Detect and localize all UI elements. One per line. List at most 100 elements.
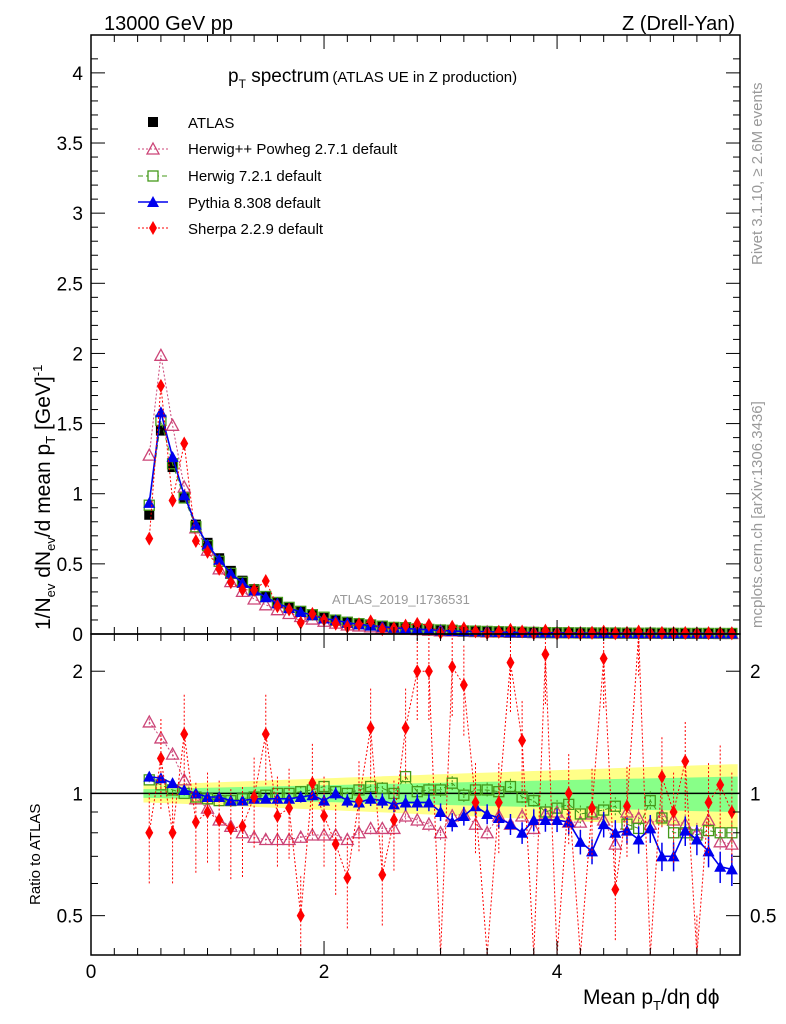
herwigpp-ratio-point [410, 812, 425, 826]
pythia-ratio-point [527, 814, 540, 826]
pythia-ratio-point [422, 796, 435, 808]
atlas-point [144, 509, 155, 520]
legend-marker-pythia [147, 196, 159, 207]
header-beam: 13000 GeV pp [104, 13, 233, 35]
herwig7-ratio-point [714, 827, 726, 839]
sherpa-ratio-point [506, 655, 515, 670]
sherpa-main-point [494, 624, 503, 639]
sherpa-ratio-point [320, 808, 329, 823]
herwigpp-ratio-point [165, 746, 180, 760]
herwigpp-main-point [258, 597, 273, 611]
pythia-main-point [224, 567, 237, 579]
sherpa-ratio-point [168, 825, 177, 840]
sherpa-ratio-point [599, 651, 608, 666]
sherpa-main-point [448, 619, 457, 634]
pythia-main-point [178, 489, 191, 501]
pythia-ratio-point [201, 790, 214, 802]
herwigpp-ratio-point [398, 808, 413, 822]
sherpa-ratio-point [145, 825, 154, 840]
ratio-y-tick-label-right: 2 [750, 662, 761, 683]
sherpa-main-point [215, 561, 224, 576]
pythia-ratio-point [411, 796, 424, 808]
pythia-ratio-point [387, 798, 400, 810]
sherpa-main-point [238, 582, 247, 597]
herwigpp-ratio-point [293, 829, 308, 843]
main-y-tick-label: 0.5 [57, 555, 83, 576]
pythia-ratio-point [376, 794, 389, 806]
sherpa-ratio-point [564, 786, 573, 801]
pythia-ratio-point [504, 818, 517, 830]
x-axis-title: Mean pT/dη dϕ [583, 986, 719, 1013]
pythia-ratio-point [178, 783, 191, 795]
herwigpp-ratio-point [468, 816, 483, 830]
ratio-y-tick-label-right: 0.5 [750, 907, 776, 928]
herwig7-ratio-point [458, 789, 470, 801]
sherpa-main-point [366, 614, 375, 629]
sherpa-main-point [681, 626, 690, 641]
sherpa-main-point [145, 531, 154, 546]
sherpa-main-point [401, 618, 410, 633]
sherpa-ratio-point [226, 821, 235, 836]
pythia-ratio-point [329, 787, 342, 799]
pythia-ratio-point [574, 835, 587, 847]
legend-marker-herwig7 [147, 170, 159, 182]
sherpa-ratio-point [413, 664, 422, 679]
pythia-main-point [294, 606, 307, 618]
pythia-ratio-point [492, 811, 505, 823]
sherpa-ratio-point [156, 751, 165, 766]
herwigpp-ratio-point [375, 821, 390, 835]
sherpa-ratio-point [494, 795, 503, 810]
sherpa-ratio-point [669, 805, 678, 820]
herwigpp-ratio-point [235, 825, 250, 839]
sherpa-ratio-point [588, 801, 597, 816]
legend-entry-pythia: Pythia 8.308 default [138, 195, 321, 212]
pythia-main-point [201, 538, 214, 550]
sherpa-ratio-point [180, 727, 189, 742]
pythia-ratio-point [457, 809, 470, 821]
pythia-ratio-point [551, 814, 564, 826]
pythia-main-point [189, 518, 202, 530]
sherpa-main-point [564, 625, 573, 640]
sherpa-ratio-point [471, 795, 480, 810]
pythia-ratio-point [318, 794, 331, 806]
sherpa-ratio-point [366, 720, 375, 735]
ratio-y-tick-label-left: 2 [72, 662, 83, 683]
atlas-point [155, 425, 166, 436]
sherpa-main-point [226, 575, 235, 590]
legend-entry-herwigpp: Herwig++ Powheg 2.7.1 default [138, 141, 398, 158]
sherpa-main-point [354, 617, 363, 632]
pythia-ratio-point [586, 845, 599, 857]
herwigpp-ratio-point [363, 821, 378, 835]
pythia-ratio-point [667, 850, 680, 862]
sherpa-main-point [320, 612, 329, 627]
sherpa-ratio-point [238, 819, 247, 834]
sherpa-main-point [156, 378, 165, 393]
pythia-ratio-point [306, 789, 319, 801]
sherpa-main-point [203, 544, 212, 559]
sherpa-ratio-point [704, 795, 713, 810]
sherpa-main-point [296, 615, 305, 630]
pythia-ratio-point [213, 790, 226, 802]
sherpa-ratio-point [657, 769, 666, 784]
legend-entry-sherpa: Sherpa 2.2.9 default [138, 221, 324, 238]
main-y-tick-label: 2 [72, 344, 83, 365]
herwigpp-main-point [270, 602, 285, 616]
sherpa-ratio-point [541, 647, 550, 662]
main-y-tick-label: 1 [72, 485, 83, 506]
sherpa-ratio-point [622, 799, 631, 814]
x-tick-label: 4 [552, 962, 563, 983]
pythia-ratio-point [714, 860, 727, 872]
plot-title: pT spectrum (ATLAS UE in Z production) [228, 66, 517, 91]
sherpa-ratio-point [296, 908, 305, 923]
sherpa-ratio-point [424, 664, 433, 679]
herwig7-ratio-point [399, 770, 412, 783]
main-y-tick-label: 0 [72, 625, 83, 646]
pythia-ratio-point [224, 794, 237, 806]
pythia-main-point [236, 576, 249, 588]
pythia-ratio-point [620, 824, 633, 836]
sherpa-main-point [634, 624, 643, 639]
sherpa-main-point [413, 616, 422, 631]
sherpa-ratio-point [250, 789, 259, 804]
sherpa-ratio-point [518, 733, 527, 748]
